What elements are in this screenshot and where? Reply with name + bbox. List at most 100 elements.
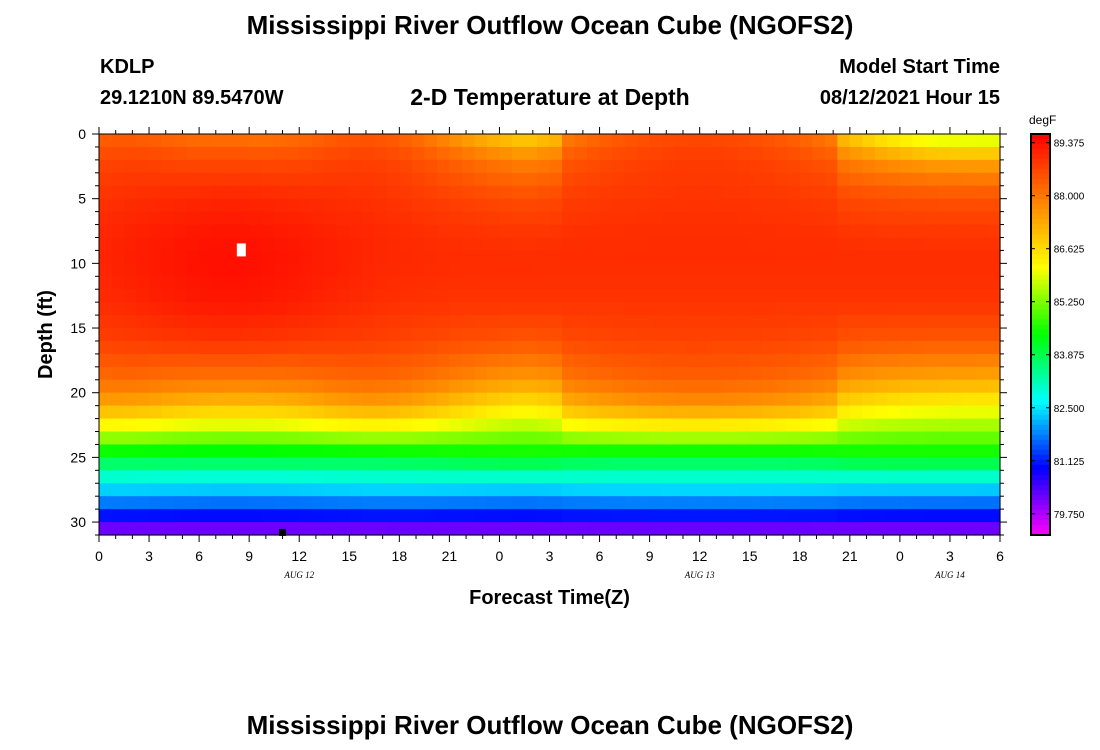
heatmap-cell [949, 392, 964, 407]
heatmap-cell [286, 159, 300, 174]
heatmap-cell [687, 211, 701, 226]
heatmap-cell [574, 496, 588, 510]
heatmap-cell [549, 470, 563, 484]
heatmap-cell [974, 134, 989, 148]
heatmap-cell [612, 509, 626, 523]
heatmap-cell [386, 340, 400, 355]
heatmap-cell [637, 172, 651, 187]
heatmap-cell [724, 146, 738, 161]
heatmap-cell [787, 431, 801, 446]
colorbar-segment [1031, 324, 1050, 331]
heatmap-cell [874, 237, 888, 252]
heatmap-cell [574, 237, 588, 252]
heatmap-cell [186, 250, 200, 264]
heatmap-cell [937, 431, 951, 446]
model-start-label: Model Start Time [839, 56, 1000, 78]
heatmap-cell [436, 159, 450, 174]
heatmap-cell [599, 522, 613, 536]
heatmap-cell [774, 509, 788, 523]
heatmap-cell [524, 211, 538, 226]
heatmap-cell [486, 405, 501, 420]
heatmap-cell [349, 366, 363, 381]
heatmap-cell [111, 431, 125, 446]
heatmap-cell [411, 431, 425, 446]
heatmap-cell [949, 134, 964, 148]
heatmap-cell [887, 276, 901, 290]
heatmap-cell [511, 289, 526, 303]
heatmap-cell [899, 198, 913, 213]
heatmap-cell [274, 496, 288, 510]
heatmap-cell [899, 159, 913, 174]
heatmap-cell [486, 302, 501, 316]
heatmap-cell [336, 224, 350, 239]
heatmap-cell [461, 263, 476, 277]
heatmap-cell [274, 444, 288, 458]
heatmap-cell [887, 522, 901, 536]
heatmap-cell [336, 211, 350, 226]
heatmap-cell [499, 457, 513, 471]
heatmap-cell [874, 379, 888, 394]
heatmap-cell [311, 405, 325, 420]
heatmap-cell [161, 379, 175, 394]
heatmap-cell [211, 431, 225, 446]
heatmap-cell [374, 392, 388, 407]
heatmap-cell [737, 340, 751, 355]
heatmap-cell [674, 379, 688, 394]
heatmap-cell [699, 509, 713, 523]
heatmap-cell [474, 237, 488, 252]
heatmap-cell [236, 134, 250, 148]
heatmap-cell [249, 340, 263, 355]
heatmap-cell [837, 250, 851, 264]
y-tick-label: 5 [78, 191, 86, 207]
heatmap-cell [374, 328, 388, 342]
heatmap-cell [762, 509, 776, 523]
heatmap-cell [386, 509, 400, 523]
heatmap-cell [274, 340, 288, 355]
colorbar-segment [1031, 264, 1050, 270]
heatmap-cell [386, 185, 400, 200]
heatmap-cell [612, 315, 626, 329]
heatmap-cell [286, 444, 300, 458]
heatmap-cell [324, 172, 338, 187]
heatmap-cell [261, 392, 275, 407]
heatmap-cell [887, 302, 901, 316]
heatmap-cell [186, 328, 200, 342]
heatmap-cell [99, 276, 113, 290]
heatmap-cell [511, 224, 526, 239]
heatmap-cell [161, 146, 175, 161]
heatmap-cell [962, 315, 976, 329]
heatmap-cell [887, 431, 901, 446]
heatmap-cell [449, 224, 463, 239]
heatmap-cell [199, 146, 213, 161]
heatmap-cell [549, 276, 563, 290]
heatmap-cell [849, 289, 863, 303]
heatmap-cell [812, 198, 826, 213]
heatmap-cell [912, 366, 926, 381]
heatmap-cell [962, 211, 976, 226]
colorbar-segment [1031, 169, 1050, 175]
heatmap-cell [361, 237, 375, 252]
heatmap-cell [149, 302, 163, 316]
heatmap-cell [386, 405, 400, 420]
heatmap-cell [149, 379, 163, 394]
heatmap-cell [349, 250, 363, 264]
heatmap-cell [924, 470, 939, 484]
heatmap-cell [724, 289, 738, 303]
heatmap-cell [587, 353, 601, 368]
heatmap-cell [499, 146, 513, 161]
heatmap-cell [186, 405, 200, 420]
heatmap-cell [937, 418, 951, 433]
heatmap-cell [224, 483, 238, 497]
heatmap-cell [474, 302, 488, 316]
heatmap-cell [624, 366, 638, 381]
heatmap-cell [149, 134, 163, 148]
heatmap-cell [536, 328, 551, 342]
heatmap-cell [224, 509, 238, 523]
heatmap-cell [637, 289, 651, 303]
heatmap-cell [674, 302, 688, 316]
heatmap-cell [136, 211, 150, 226]
heatmap-cell [486, 185, 501, 200]
heatmap-cell [261, 379, 275, 394]
heatmap-cell [286, 379, 300, 394]
heatmap-cell [324, 211, 338, 226]
